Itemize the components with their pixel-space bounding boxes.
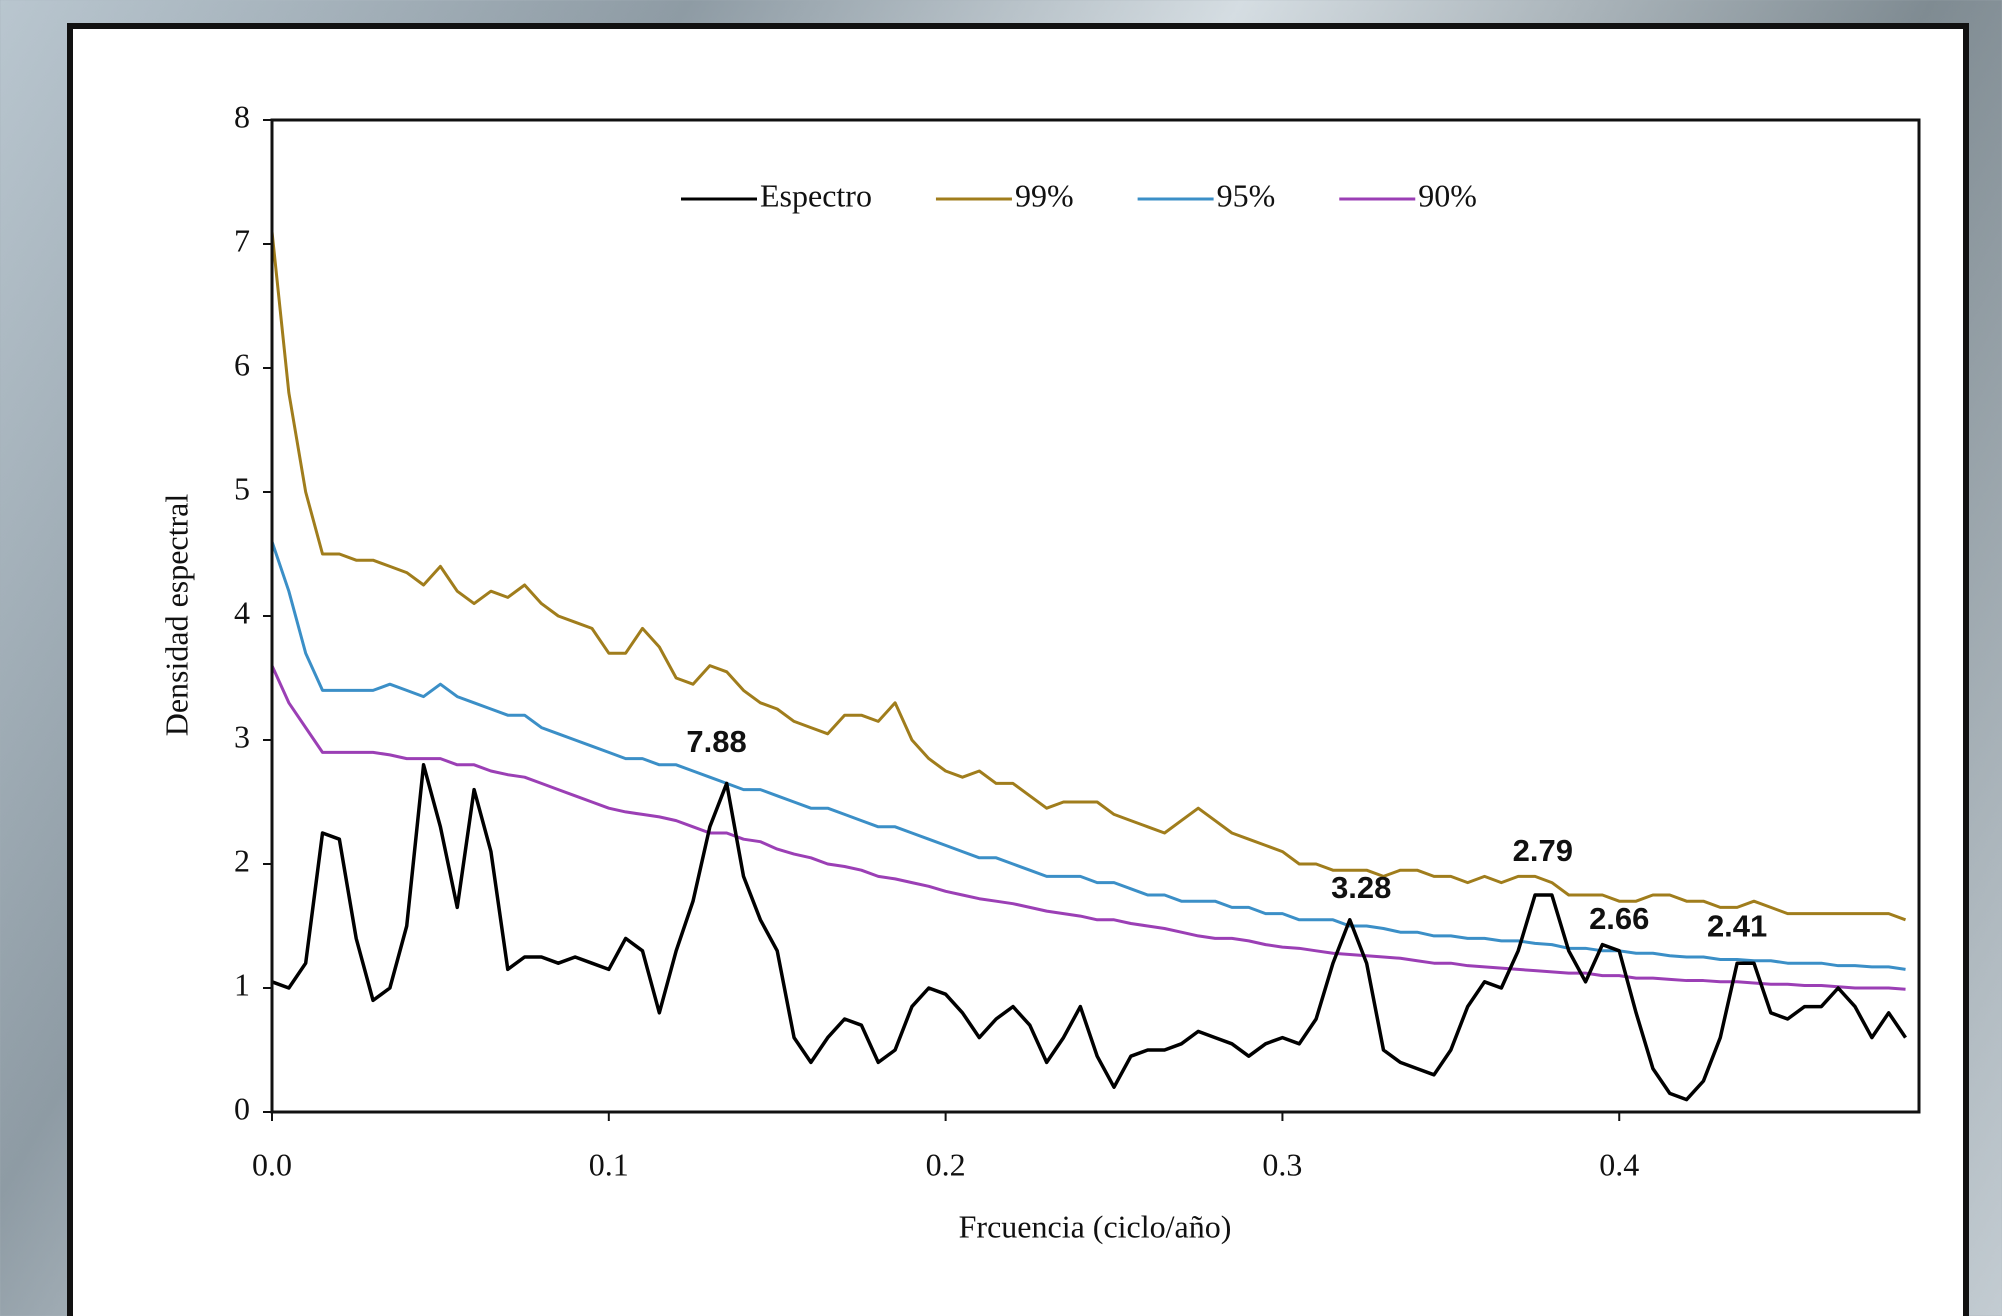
annotation: 2.66 bbox=[1589, 901, 1649, 936]
annotation: 3.28 bbox=[1331, 870, 1391, 905]
x-tick-label: 0.3 bbox=[1262, 1146, 1302, 1182]
y-tick-label: 4 bbox=[234, 594, 250, 630]
page: Frcuencia (ciclo/año) Densidad espectral… bbox=[0, 0, 2002, 1316]
annotation: 2.79 bbox=[1513, 833, 1573, 868]
legend-label: 95% bbox=[1217, 177, 1276, 213]
annotation: 2.41 bbox=[1707, 909, 1767, 944]
x-tick-label: 0.4 bbox=[1599, 1146, 1639, 1182]
y-tick-label: 1 bbox=[234, 966, 250, 1002]
chart: Frcuencia (ciclo/año) Densidad espectral… bbox=[0, 0, 2002, 1316]
y-tick-label: 5 bbox=[234, 470, 250, 506]
panel bbox=[70, 26, 1966, 1316]
y-tick-label: 7 bbox=[234, 222, 250, 258]
x-tick-label: 0.2 bbox=[926, 1146, 966, 1182]
y-tick-label: 2 bbox=[234, 842, 250, 878]
y-tick-label: 0 bbox=[234, 1090, 250, 1126]
legend-label: 99% bbox=[1015, 177, 1074, 213]
x-axis-title: Frcuencia (ciclo/año) bbox=[959, 1208, 1232, 1244]
x-tick-label: 0.0 bbox=[252, 1146, 292, 1182]
y-tick-label: 8 bbox=[234, 98, 250, 134]
y-tick-label: 3 bbox=[234, 718, 250, 754]
x-tick-label: 0.1 bbox=[589, 1146, 629, 1182]
y-axis-title: Densidad espectral bbox=[158, 494, 194, 737]
legend-label: 90% bbox=[1418, 177, 1477, 213]
y-tick-label: 6 bbox=[234, 346, 250, 382]
legend-label: Espectro bbox=[760, 177, 872, 213]
annotation: 7.88 bbox=[686, 724, 746, 759]
